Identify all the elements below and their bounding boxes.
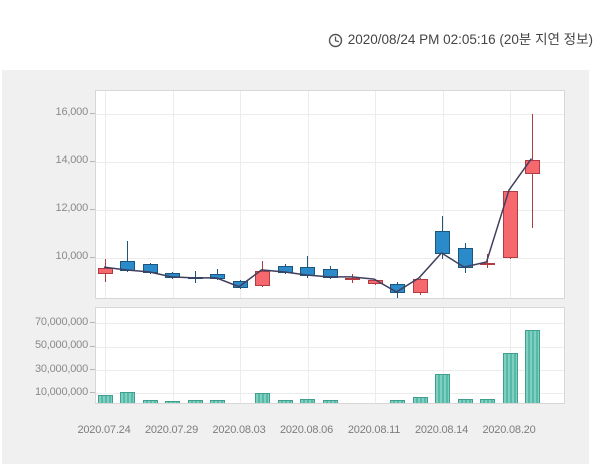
candle-body (367, 280, 383, 284)
volume-bar (525, 330, 540, 403)
price-tick (90, 160, 95, 162)
price-axis-label: 14,000 (55, 154, 89, 167)
price-tick (90, 208, 95, 210)
volume-axis-label: 50,000,000 (34, 339, 88, 352)
candle-body (412, 278, 428, 294)
volume-bar (502, 352, 518, 403)
volume-bar (480, 399, 495, 403)
volume-bar (142, 400, 158, 403)
candle-body (142, 263, 158, 273)
candle-body (165, 272, 180, 278)
volume-tick (90, 345, 95, 347)
date-axis-label: 2020.08.03 (212, 424, 266, 436)
vertical-gridline (105, 308, 106, 403)
candle-body (277, 265, 293, 273)
volume-axis-label: 10,000,000 (34, 385, 88, 398)
volume-bar (120, 392, 135, 403)
candle-body (210, 274, 225, 279)
candle-body (525, 159, 540, 174)
price-gridline (96, 113, 564, 115)
vertical-gridline (172, 91, 174, 298)
candle-body (345, 277, 360, 280)
vertical-gridline (240, 308, 241, 403)
candle-body (187, 276, 203, 279)
vertical-gridline (442, 91, 444, 298)
date-axis-label: 2020.08.11 (347, 424, 401, 436)
volume-bar (300, 399, 315, 403)
volume-axis-label: 70,000,000 (34, 315, 88, 328)
price-axis-label: 16,000 (55, 106, 89, 119)
volume-bar (255, 392, 270, 403)
volume-bar (210, 400, 225, 403)
chart-panel: 16,000 14,000 12,000 10,000 70,000,000 50,000… (2, 70, 589, 464)
price-tick (90, 256, 95, 258)
price-pane[interactable] (95, 90, 565, 299)
volume-gridline (96, 346, 564, 348)
price-gridline (96, 209, 564, 211)
volume-bar (97, 394, 113, 403)
candle-body (120, 260, 135, 271)
date-axis-label: 2020.08.14 (414, 424, 469, 436)
volume-bar (390, 399, 405, 403)
volume-bar (322, 399, 338, 403)
vertical-gridline (307, 308, 309, 403)
candle-body (390, 283, 405, 294)
candle-body (322, 269, 338, 278)
volume-bar (233, 404, 248, 405)
candle-body (255, 270, 270, 287)
volume-tick (90, 369, 95, 371)
volume-bar (277, 400, 293, 403)
volume-bar (368, 404, 383, 405)
price-gridline (96, 161, 564, 163)
date-axis-label: 2020.08.20 (482, 424, 536, 436)
date-axis-label: 2020.07.29 (144, 424, 199, 436)
price-tick (90, 112, 95, 114)
vertical-gridline (375, 91, 376, 298)
candle-wick (487, 253, 488, 269)
candle-body (97, 268, 113, 275)
volume-axis-label: 30,000,000 (34, 362, 88, 375)
volume-bar (187, 400, 203, 403)
price-axis-label: 12,000 (55, 202, 89, 215)
vertical-gridline (375, 308, 376, 403)
candle-body (435, 230, 450, 254)
candle-body (457, 247, 473, 269)
timestamp-text: 2020/08/24 PM 02:05:16 (20분 지연 정보) (347, 32, 593, 47)
vertical-gridline (442, 308, 444, 403)
volume-bar (435, 373, 450, 403)
price-gridline (96, 257, 564, 259)
vertical-gridline (172, 308, 174, 403)
candle-body (480, 263, 495, 266)
volume-gridline (96, 393, 564, 395)
volume-tick (90, 392, 95, 394)
date-axis-label: 2020.07.24 (77, 424, 131, 436)
candle-body (232, 281, 248, 288)
volume-gridline (96, 323, 564, 325)
candle-body (502, 191, 518, 258)
volume-tick (90, 322, 95, 324)
volume-gridline (96, 370, 564, 372)
timestamp-header: 2020/08/24 PM 02:05:16 (20분 지연 정보) (328, 30, 593, 50)
price-axis-label: 10,000 (55, 250, 89, 263)
vertical-gridline (240, 91, 241, 298)
volume-bar (412, 396, 428, 403)
volume-pane[interactable] (95, 307, 565, 404)
volume-bar (457, 399, 473, 403)
date-axis-label: 2020.08.06 (279, 424, 334, 436)
clock-icon (328, 33, 342, 47)
volume-bar (165, 400, 180, 403)
candle-body (300, 267, 315, 276)
volume-bar (345, 404, 360, 405)
